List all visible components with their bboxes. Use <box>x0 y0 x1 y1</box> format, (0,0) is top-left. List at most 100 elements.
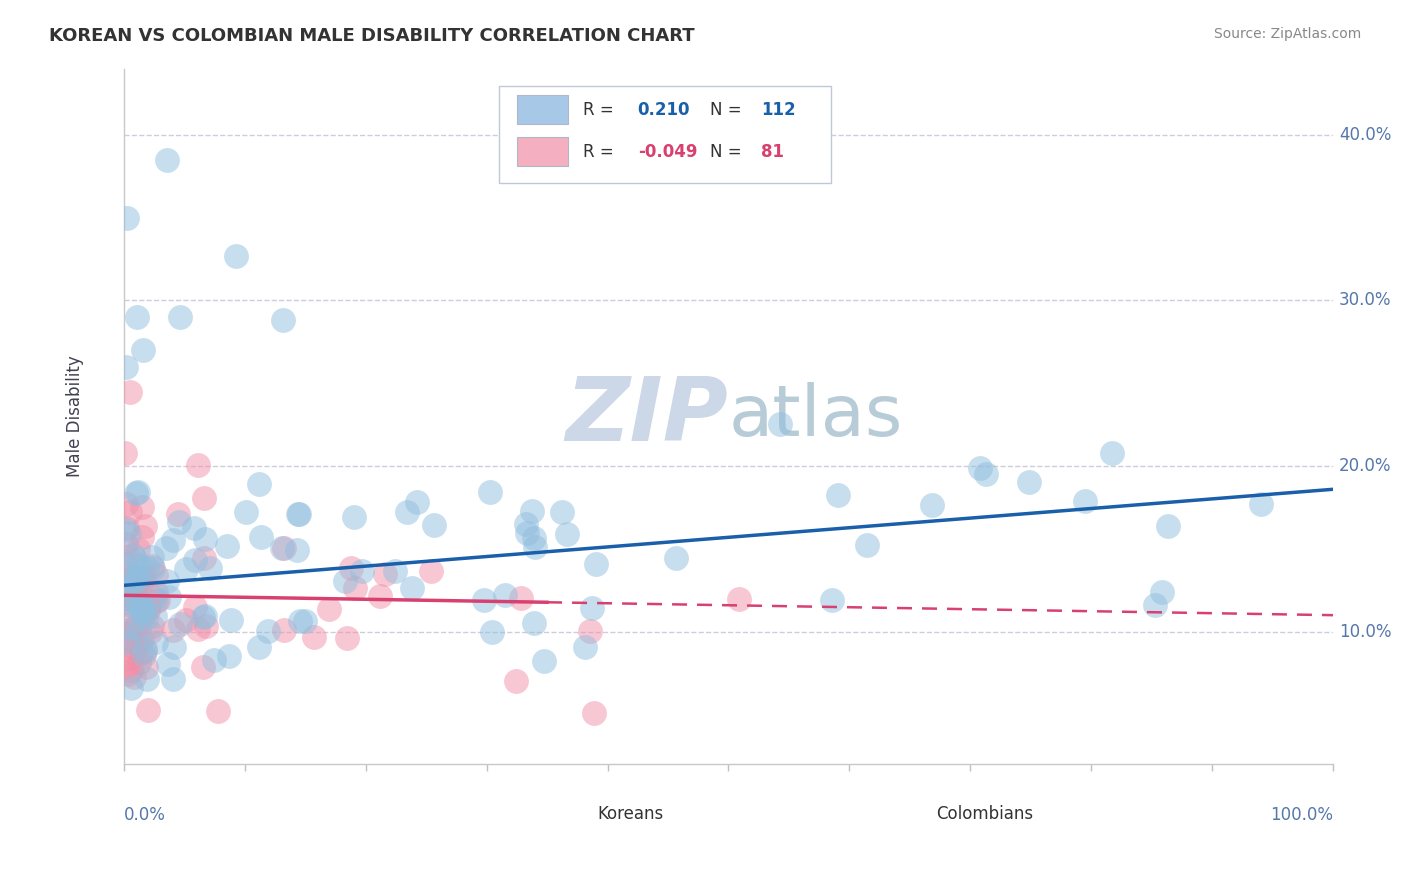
Point <box>204 652 226 666</box>
Point <box>114 573 136 587</box>
Point <box>318 601 340 615</box>
Point <box>1150 585 1173 599</box>
Point <box>969 460 991 475</box>
Point <box>516 525 538 540</box>
Point <box>344 581 367 595</box>
Point <box>195 619 218 633</box>
Point <box>271 541 294 555</box>
Point <box>198 561 221 575</box>
Point <box>271 313 294 327</box>
Point <box>582 706 605 720</box>
Text: 20.0%: 20.0% <box>1339 457 1392 475</box>
Point <box>117 527 139 541</box>
Text: 30.0%: 30.0% <box>1339 292 1392 310</box>
Text: Koreans: Koreans <box>598 805 664 823</box>
Point <box>127 599 149 614</box>
Point <box>117 549 139 564</box>
Text: 81: 81 <box>761 143 785 161</box>
Point <box>114 557 136 571</box>
Point <box>145 568 167 582</box>
Point <box>120 681 142 696</box>
Point <box>115 497 138 511</box>
Point <box>115 359 138 374</box>
Point <box>129 646 152 660</box>
Point <box>524 540 547 554</box>
Point <box>125 486 148 500</box>
Point <box>127 484 149 499</box>
Point <box>343 509 366 524</box>
Point <box>121 548 143 562</box>
Point <box>145 594 167 608</box>
Point <box>162 624 184 638</box>
Point <box>135 560 157 574</box>
Point <box>273 624 295 638</box>
Point <box>247 476 270 491</box>
Point <box>120 650 142 665</box>
Point <box>1074 494 1097 508</box>
Point <box>384 564 406 578</box>
Point <box>396 505 419 519</box>
Text: N =: N = <box>710 102 747 120</box>
Point <box>129 598 152 612</box>
Point <box>141 619 163 633</box>
Point <box>505 674 527 689</box>
Point <box>156 574 179 589</box>
Point <box>574 640 596 654</box>
Point <box>406 494 429 508</box>
Point <box>142 561 165 575</box>
Point <box>287 507 309 521</box>
Point <box>333 574 356 589</box>
Point <box>169 310 191 325</box>
Point <box>132 648 155 662</box>
Text: atlas: atlas <box>728 382 903 450</box>
Point <box>141 559 163 574</box>
Point <box>134 642 156 657</box>
Point <box>163 640 186 655</box>
Point <box>121 591 143 606</box>
Text: 0.0%: 0.0% <box>124 806 166 824</box>
Point <box>129 577 152 591</box>
Point <box>124 573 146 587</box>
Point <box>494 588 516 602</box>
Point <box>125 569 148 583</box>
Point <box>117 667 139 681</box>
Point <box>510 591 533 605</box>
Point <box>128 622 150 636</box>
Text: KOREAN VS COLOMBIAN MALE DISABILITY CORRELATION CHART: KOREAN VS COLOMBIAN MALE DISABILITY CORR… <box>49 27 695 45</box>
Point <box>249 640 271 655</box>
Point <box>183 521 205 535</box>
Point <box>125 619 148 633</box>
Point <box>128 596 150 610</box>
Point <box>585 557 607 571</box>
Point <box>115 618 138 632</box>
Point <box>138 703 160 717</box>
Text: 0.210: 0.210 <box>638 102 690 120</box>
Point <box>1143 598 1166 612</box>
Point <box>302 631 325 645</box>
Point <box>143 591 166 606</box>
Point <box>555 527 578 541</box>
Point <box>134 569 156 583</box>
Point <box>120 663 142 677</box>
Point <box>117 633 139 648</box>
Point <box>125 648 148 662</box>
Point <box>127 558 149 572</box>
Point <box>217 539 239 553</box>
Point <box>167 515 190 529</box>
Point <box>128 656 150 670</box>
Point <box>122 670 145 684</box>
Point <box>127 591 149 606</box>
Point <box>769 417 792 431</box>
Point <box>336 631 359 645</box>
Point <box>187 622 209 636</box>
Point <box>287 507 309 521</box>
Point <box>169 617 191 632</box>
Point <box>665 551 688 566</box>
Point <box>155 541 177 556</box>
Point <box>1101 446 1123 460</box>
Point <box>162 672 184 686</box>
Text: 100.0%: 100.0% <box>1270 806 1333 824</box>
Point <box>138 600 160 615</box>
Point <box>184 553 207 567</box>
Point <box>136 601 159 615</box>
